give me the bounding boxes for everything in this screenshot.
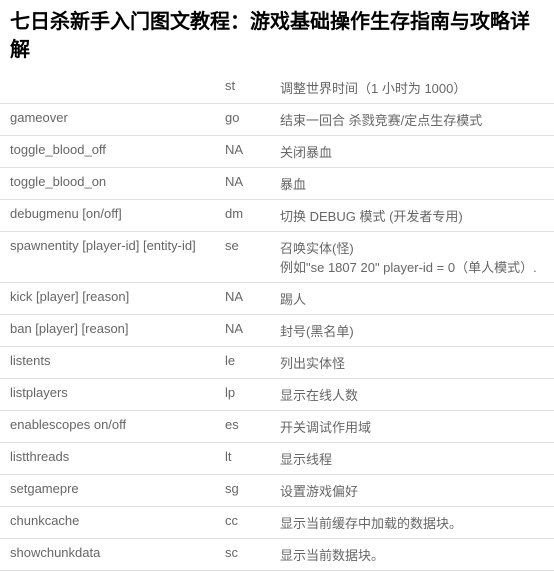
cell-description: 踢人	[270, 283, 554, 315]
table-row: enablescopes on/off es 开关调试作用域	[0, 411, 554, 443]
cell-description: 显示线程	[270, 443, 554, 475]
table-row: toggle_blood_on NA 暴血	[0, 168, 554, 200]
cell-command: listplayers	[0, 379, 215, 411]
cell-alias: sc	[215, 539, 270, 571]
cell-command: enablescopes on/off	[0, 411, 215, 443]
table-row: listents le 列出实体怪	[0, 347, 554, 379]
cell-command: kick [player] [reason]	[0, 283, 215, 315]
cell-alias: lt	[215, 443, 270, 475]
cell-command: debugmenu [on/off]	[0, 200, 215, 232]
table-row: listplayers lp 显示在线人数	[0, 379, 554, 411]
cell-alias: cc	[215, 507, 270, 539]
cell-alias: lp	[215, 379, 270, 411]
cell-command: spawnentity [player-id] [entity-id]	[0, 232, 215, 283]
cell-alias: sg	[215, 475, 270, 507]
cell-alias: es	[215, 411, 270, 443]
table-row: showchunkdata sc 显示当前数据块。	[0, 539, 554, 571]
cell-command: showchunkdata	[0, 539, 215, 571]
cell-description: 封号(黑名单)	[270, 315, 554, 347]
table-row: chunkcache cc 显示当前缓存中加载的数据块。	[0, 507, 554, 539]
table-row: st 调整世界时间（1 小时为 1000）	[0, 72, 554, 104]
cell-description: 暴血	[270, 168, 554, 200]
table-row: toggle_blood_off NA 关闭暴血	[0, 136, 554, 168]
cell-description: 关闭暴血	[270, 136, 554, 168]
table-row: kick [player] [reason] NA 踢人	[0, 283, 554, 315]
cell-description: 显示在线人数	[270, 379, 554, 411]
cell-description: 设置游戏偏好	[270, 475, 554, 507]
cell-command: toggle_blood_off	[0, 136, 215, 168]
cell-alias: NA	[215, 315, 270, 347]
cell-description: 切换 DEBUG 模式 (开发者专用)	[270, 200, 554, 232]
cell-alias: st	[215, 72, 270, 104]
cell-description: 调整世界时间（1 小时为 1000）	[270, 72, 554, 104]
table-row: gameover go 结束一回合 杀戮竞赛/定点生存模式	[0, 104, 554, 136]
cell-command: toggle_blood_on	[0, 168, 215, 200]
cell-command	[0, 72, 215, 104]
cell-description: 开关调试作用域	[270, 411, 554, 443]
cell-alias: le	[215, 347, 270, 379]
cell-command: chunkcache	[0, 507, 215, 539]
command-table: st 调整世界时间（1 小时为 1000） gameover go 结束一回合 …	[0, 72, 554, 571]
cell-command: gameover	[0, 104, 215, 136]
table-row: ban [player] [reason] NA 封号(黑名单)	[0, 315, 554, 347]
cell-description: 召唤实体(怪)例如"se 1807 20" player-id = 0（单人模式…	[270, 232, 554, 283]
cell-alias: NA	[215, 283, 270, 315]
cell-command: listents	[0, 347, 215, 379]
cell-alias: go	[215, 104, 270, 136]
table-row: debugmenu [on/off] dm 切换 DEBUG 模式 (开发者专用…	[0, 200, 554, 232]
cell-description: 显示当前缓存中加载的数据块。	[270, 507, 554, 539]
cell-command: ban [player] [reason]	[0, 315, 215, 347]
cell-alias: dm	[215, 200, 270, 232]
cell-alias: NA	[215, 136, 270, 168]
table-row: spawnentity [player-id] [entity-id] se 召…	[0, 232, 554, 283]
table-row: setgamepre sg 设置游戏偏好	[0, 475, 554, 507]
cell-description: 列出实体怪	[270, 347, 554, 379]
cell-command: setgamepre	[0, 475, 215, 507]
cell-alias: NA	[215, 168, 270, 200]
cell-description: 显示当前数据块。	[270, 539, 554, 571]
table-row: listthreads lt 显示线程	[0, 443, 554, 475]
cell-command: listthreads	[0, 443, 215, 475]
page-title: 七日杀新手入门图文教程：游戏基础操作生存指南与攻略详解	[0, 0, 554, 72]
cell-alias: se	[215, 232, 270, 283]
cell-description: 结束一回合 杀戮竞赛/定点生存模式	[270, 104, 554, 136]
